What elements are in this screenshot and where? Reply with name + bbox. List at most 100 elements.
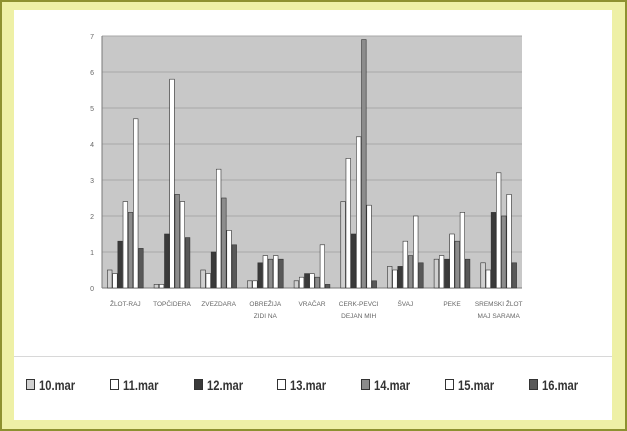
bar xyxy=(169,78,175,289)
bar xyxy=(340,201,346,289)
bar xyxy=(127,212,134,289)
bar xyxy=(345,158,351,289)
legend-label: 16.mar xyxy=(541,376,578,393)
bar xyxy=(449,233,455,289)
y-tick-label: 5 xyxy=(90,106,94,113)
bar xyxy=(179,201,186,289)
bar xyxy=(262,255,268,289)
bar xyxy=(314,276,320,289)
bar xyxy=(112,273,118,289)
bar xyxy=(361,39,367,289)
legend-label: 12.mar xyxy=(206,376,243,393)
bar xyxy=(387,266,393,289)
bar xyxy=(366,204,372,289)
y-tick-label: 4 xyxy=(90,142,94,149)
bar xyxy=(133,118,139,289)
bar xyxy=(402,240,408,289)
x-tick-label: PEKE xyxy=(443,301,461,308)
bar xyxy=(278,258,284,289)
bar xyxy=(464,258,471,289)
bar xyxy=(226,230,232,289)
x-tick-label: ŽLOT-RAJ xyxy=(110,299,141,308)
legend-item: 12.mar xyxy=(193,376,265,393)
x-tick-label: CERK-PEVCI DEJAN MIH xyxy=(339,301,379,320)
legend-swatch xyxy=(26,379,36,390)
legend-swatch xyxy=(110,379,120,390)
bar xyxy=(216,168,222,289)
bar xyxy=(298,276,305,289)
bar xyxy=(247,280,253,289)
y-tick-label: 6 xyxy=(90,70,94,77)
legend-item: 16.mar xyxy=(528,376,600,393)
x-tick-label: ŠVAJ xyxy=(397,299,413,308)
bar xyxy=(490,212,497,289)
bar xyxy=(454,240,460,289)
bar xyxy=(392,269,398,289)
bar xyxy=(444,258,450,289)
legend-label: 15.mar xyxy=(457,376,494,393)
bar xyxy=(485,269,491,289)
bar xyxy=(107,269,113,289)
bar xyxy=(138,248,144,289)
legend-swatch xyxy=(277,379,287,390)
y-tick-label: 3 xyxy=(90,178,94,185)
bar xyxy=(153,284,160,289)
legend-item: 10.mar xyxy=(26,377,97,393)
legend-item: 15.mar xyxy=(444,376,516,393)
bar xyxy=(267,258,274,289)
bar xyxy=(159,284,165,289)
chart-panel: 0 1 2 3 4 5 6 7 ŽLOT-RAJ TOPČIDERA ZVEZDARA OBREŽIJ… xyxy=(14,10,612,420)
y-tick-label: 2 xyxy=(90,214,94,221)
bar xyxy=(413,215,419,289)
bar xyxy=(397,266,403,289)
bar xyxy=(350,233,357,289)
bar xyxy=(501,215,507,289)
chart-legend: 10.mar 11.mar 12.mar 13.mar 14.mar 15.ma… xyxy=(14,356,612,412)
bar xyxy=(371,280,377,289)
legend-swatch xyxy=(361,379,371,390)
bar xyxy=(506,194,512,289)
bar xyxy=(459,212,466,289)
bar xyxy=(304,273,310,289)
legend-item: 11.mar xyxy=(110,377,181,393)
y-tick-label: 0 xyxy=(90,286,94,293)
bar xyxy=(185,237,191,289)
x-tick-label: SREMSKI ŽLOT MAJ SARAMA xyxy=(475,299,523,320)
bar xyxy=(200,269,206,289)
bar xyxy=(122,201,128,289)
bar xyxy=(496,172,502,289)
bar xyxy=(164,233,170,289)
bar xyxy=(407,255,414,289)
bar xyxy=(418,262,424,289)
bar xyxy=(480,262,486,289)
legend-label: 14.mar xyxy=(374,376,411,393)
bar xyxy=(273,255,279,289)
bar xyxy=(252,280,258,289)
bar xyxy=(221,197,227,289)
bar xyxy=(174,194,180,289)
bar xyxy=(205,273,211,289)
legend-swatch xyxy=(528,379,538,390)
bar xyxy=(438,255,445,289)
x-tick-label: OBREŽIJA ZIDI NA xyxy=(249,299,281,320)
bar xyxy=(210,251,217,289)
x-tick-label: VRAČAR xyxy=(298,299,325,308)
legend-item: 13.mar xyxy=(277,377,348,393)
legend-label: 10.mar xyxy=(39,376,76,393)
legend-swatch xyxy=(444,379,454,390)
bar xyxy=(231,244,237,289)
bar xyxy=(309,273,315,289)
x-tick-label: TOPČIDERA xyxy=(153,299,191,308)
legend-item: 14.mar xyxy=(361,377,432,393)
legend-swatch xyxy=(193,379,203,390)
x-tick-label: ZVEZDARA xyxy=(201,301,236,308)
bar-chart: 0 1 2 3 4 5 6 7 ŽLOT-RAJ TOPČIDERA ZVEZDARA OBREŽIJ… xyxy=(90,34,523,320)
bar xyxy=(433,258,440,289)
legend-label: 13.mar xyxy=(290,376,327,393)
bar xyxy=(319,244,326,289)
bar xyxy=(257,262,263,289)
y-tick-label: 1 xyxy=(90,250,94,257)
bar xyxy=(117,240,123,289)
bar xyxy=(356,136,362,289)
bar xyxy=(293,280,300,289)
